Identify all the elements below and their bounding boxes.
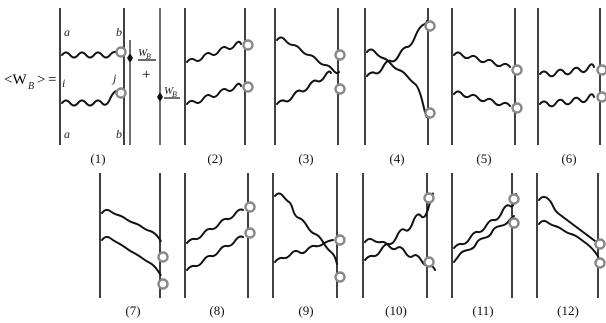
vertex-circle <box>508 217 520 229</box>
panel-label: (5) <box>476 151 491 166</box>
label-a-top: a <box>64 25 70 39</box>
lhs-open: <W <box>4 72 27 88</box>
panel-label: (6) <box>561 151 576 166</box>
label-b-bottom: b <box>116 127 122 141</box>
vertex-circle <box>596 64 606 76</box>
diagram-panel-8: (8) <box>184 173 256 318</box>
vertex-circle <box>244 201 256 213</box>
wavy-line <box>186 208 244 244</box>
op-label-bottom: W <box>164 85 174 97</box>
diagram-panel-5: (5) <box>451 8 523 166</box>
vertex-circle <box>508 193 520 205</box>
vertex-circle <box>424 107 436 119</box>
diagram-panel-7: (7) <box>99 173 169 318</box>
wavy-line <box>186 82 242 105</box>
wavy-line <box>538 195 600 245</box>
label-i: i <box>62 76 65 90</box>
wavy-line <box>453 90 511 107</box>
wavy-line <box>276 36 340 75</box>
vertex-circle <box>334 234 346 246</box>
panel-label: (9) <box>298 303 313 318</box>
wavy-line <box>453 51 511 68</box>
vertex-circle <box>423 256 435 268</box>
wavy-line <box>186 40 242 63</box>
diagram-panel-1: a b i j a b W B + W B (1) <box>59 8 180 166</box>
vertex-circle <box>334 83 346 95</box>
wavy-line <box>538 219 600 261</box>
vertex-circle <box>115 46 127 58</box>
equals-sign: = <box>48 72 56 88</box>
vertex-circle <box>423 192 435 204</box>
panel-label: (7) <box>125 303 140 318</box>
vertex-circle <box>594 257 606 269</box>
panel-label: (4) <box>389 151 404 166</box>
vertex-circle <box>594 238 606 250</box>
operator-wb-top: W B <box>127 47 156 63</box>
equation-lhs: <W B > = <box>4 72 56 92</box>
wavy-line <box>539 93 595 108</box>
vertex-circle <box>242 39 254 51</box>
panel-label: (11) <box>472 303 493 318</box>
label-j: j <box>111 71 117 85</box>
vertex-circle <box>115 87 127 99</box>
vertex-circle <box>244 227 256 239</box>
panel-label: (2) <box>207 151 222 166</box>
wavy-line <box>366 20 428 77</box>
vertex-circle <box>511 102 523 114</box>
diagram-panel-11: (11) <box>451 173 520 318</box>
diagram-panel-4: (4) <box>364 8 436 166</box>
vertex-circle <box>334 271 346 283</box>
vertex-circle <box>511 64 523 76</box>
diagram-panel-6: (6) <box>537 8 606 166</box>
lhs-subscript: B <box>28 81 34 92</box>
vertex-circle <box>334 49 346 61</box>
panel-label: (8) <box>209 303 224 318</box>
plus-sign: + <box>142 67 150 83</box>
wavy-line <box>364 192 434 261</box>
wavy-line <box>453 215 515 263</box>
label-a-bottom: a <box>64 127 70 141</box>
wavy-line <box>186 235 244 271</box>
panel-label: (1) <box>90 151 105 166</box>
wavy-line <box>276 70 332 105</box>
vertex-circle <box>424 20 436 32</box>
diagram-panel-3: (3) <box>274 8 346 166</box>
vertex-circle <box>157 251 169 263</box>
diagram-panel-2: (2) <box>184 8 254 166</box>
op-label-top: W <box>138 47 148 59</box>
label-b-top: b <box>116 25 122 39</box>
wavy-line <box>274 239 334 263</box>
wavy-line <box>61 89 119 107</box>
operator-wb-bottom: W B <box>157 85 180 102</box>
wavy-line <box>61 50 119 59</box>
wavy-line <box>366 48 428 119</box>
wavy-line <box>274 192 338 265</box>
panel-label: (10) <box>385 303 407 318</box>
op-sub-bottom: B <box>172 90 177 99</box>
vertex-circle <box>242 81 254 93</box>
diagram-panel-10: (10) <box>362 173 436 318</box>
vertex-circle <box>157 278 169 290</box>
diagram-panel-12: (12) <box>536 173 606 318</box>
wavy-line <box>101 208 162 243</box>
wavy-line <box>539 63 595 78</box>
diagram-panel-9: (9) <box>272 173 346 318</box>
wavy-line <box>101 235 162 276</box>
panel-label: (12) <box>557 303 579 318</box>
panel-label: (3) <box>298 151 313 166</box>
wavy-line <box>453 193 517 249</box>
op-sub-top: B <box>146 52 151 61</box>
lhs-close: > <box>37 72 45 88</box>
vertex-circle <box>596 91 606 103</box>
